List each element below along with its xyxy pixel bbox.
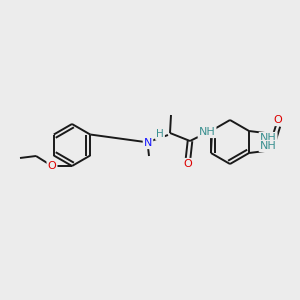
Text: NH: NH	[260, 133, 276, 143]
Text: H: H	[156, 129, 164, 139]
Text: N: N	[144, 138, 152, 148]
Text: NH: NH	[260, 141, 276, 151]
Text: O: O	[48, 161, 56, 171]
Text: NH: NH	[199, 127, 215, 137]
Text: O: O	[274, 115, 282, 125]
Text: O: O	[184, 159, 192, 169]
